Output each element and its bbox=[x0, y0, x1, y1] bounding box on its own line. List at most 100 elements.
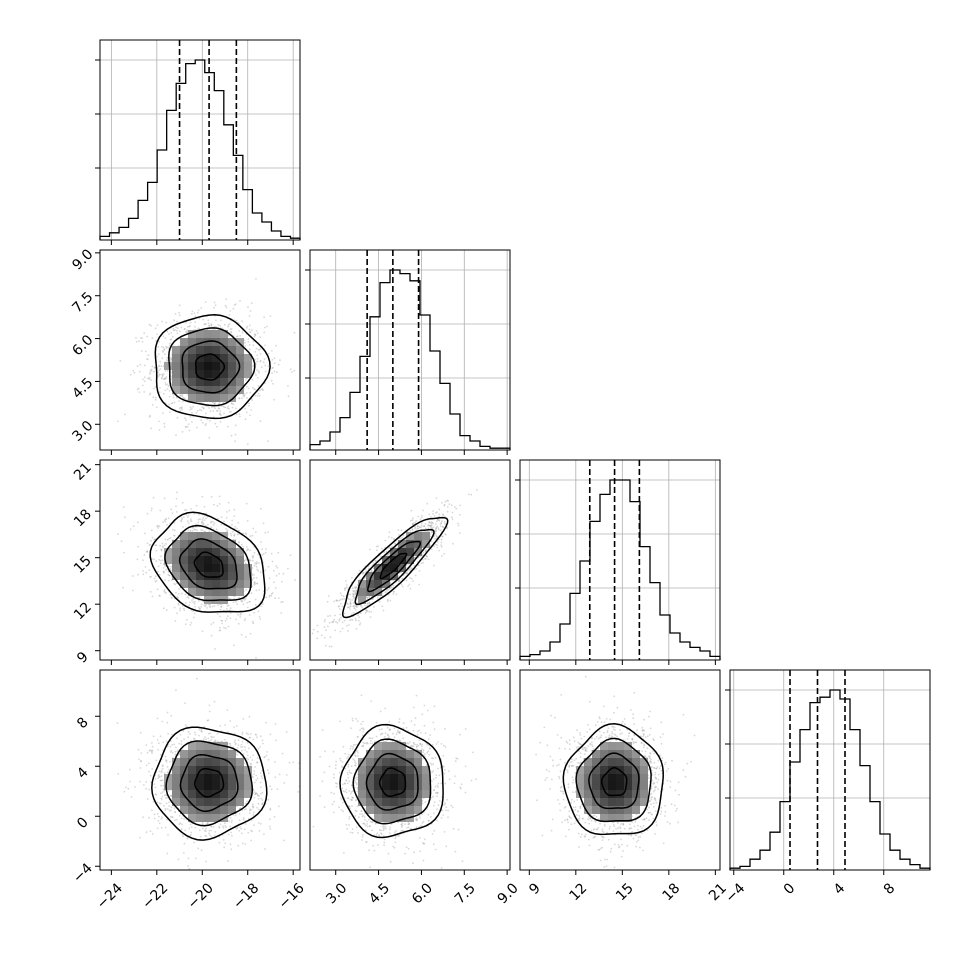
density-cell bbox=[212, 362, 220, 370]
sample-point bbox=[192, 405, 195, 408]
sample-point bbox=[238, 397, 241, 400]
sample-point bbox=[251, 559, 254, 562]
sample-point bbox=[168, 565, 170, 568]
sample-point bbox=[176, 327, 179, 330]
sample-point bbox=[171, 335, 174, 338]
sample-point bbox=[407, 585, 409, 587]
sample-point bbox=[352, 590, 355, 593]
sample-point bbox=[349, 602, 352, 605]
sample-point bbox=[244, 598, 247, 600]
density-cell bbox=[212, 354, 220, 362]
sample-point bbox=[200, 409, 203, 412]
axes-frame bbox=[99, 39, 301, 241]
sample-point bbox=[352, 593, 355, 596]
sample-point bbox=[365, 610, 368, 613]
sample-point bbox=[253, 576, 255, 579]
sample-point bbox=[362, 573, 364, 575]
sample-point bbox=[454, 506, 456, 508]
histogram-step-2 bbox=[519, 479, 721, 660]
density-cell bbox=[180, 532, 188, 540]
sample-point bbox=[229, 611, 232, 614]
sample-point bbox=[143, 364, 146, 367]
sample-point bbox=[362, 571, 365, 574]
sample-point bbox=[168, 395, 171, 398]
density-cell bbox=[236, 548, 244, 556]
sample-point bbox=[409, 519, 412, 522]
sample-point bbox=[154, 385, 157, 388]
sample-point bbox=[169, 338, 172, 341]
density-cell bbox=[204, 346, 212, 354]
sample-point bbox=[218, 407, 221, 410]
sample-point bbox=[441, 520, 443, 522]
density-cell bbox=[188, 580, 196, 588]
sample-point bbox=[358, 569, 361, 572]
sample-point bbox=[339, 608, 341, 610]
sample-point bbox=[373, 606, 375, 608]
sample-point bbox=[435, 527, 438, 530]
density-cell bbox=[204, 572, 212, 580]
sample-point bbox=[232, 601, 235, 604]
sample-point bbox=[216, 504, 219, 507]
sample-point bbox=[430, 524, 433, 527]
sample-point bbox=[270, 552, 273, 555]
density-cell bbox=[228, 354, 236, 362]
sample-point bbox=[227, 625, 230, 628]
panel-2-1 bbox=[309, 459, 511, 661]
sample-point bbox=[446, 527, 448, 530]
sample-point bbox=[402, 534, 405, 537]
sample-point bbox=[161, 345, 163, 348]
density-cell bbox=[164, 362, 172, 370]
axes-frame bbox=[99, 459, 301, 661]
sample-point bbox=[160, 377, 163, 380]
sample-point bbox=[228, 597, 231, 600]
sample-point bbox=[251, 378, 254, 381]
density-cell bbox=[188, 556, 196, 564]
density-cell bbox=[196, 564, 204, 572]
sample-point bbox=[240, 599, 243, 602]
sample-point bbox=[178, 314, 181, 317]
sample-point bbox=[420, 522, 423, 524]
sample-point bbox=[414, 556, 416, 559]
sample-point bbox=[181, 400, 184, 403]
sample-point bbox=[142, 573, 145, 576]
sample-point bbox=[387, 593, 390, 596]
sample-point bbox=[180, 394, 183, 397]
sample-point bbox=[226, 529, 229, 531]
sample-point bbox=[195, 526, 197, 528]
sample-point bbox=[238, 541, 240, 543]
sample-point bbox=[336, 599, 339, 602]
sample-point bbox=[364, 612, 367, 614]
sample-point bbox=[123, 551, 125, 554]
sample-point bbox=[161, 559, 164, 562]
sample-point bbox=[242, 603, 245, 606]
density-cell bbox=[204, 362, 212, 370]
sample-point bbox=[209, 603, 211, 606]
density-cell bbox=[196, 370, 204, 378]
sample-point bbox=[332, 621, 334, 624]
sample-point bbox=[271, 367, 274, 370]
sample-point bbox=[158, 558, 161, 561]
density-cell bbox=[228, 370, 236, 378]
sample-point bbox=[202, 407, 205, 409]
sample-point bbox=[443, 515, 446, 518]
sample-point bbox=[227, 604, 230, 607]
sample-point bbox=[258, 394, 261, 397]
sample-point bbox=[161, 542, 164, 545]
sample-point bbox=[160, 365, 163, 368]
sample-point bbox=[228, 509, 231, 512]
sample-point bbox=[180, 326, 183, 329]
sample-point bbox=[150, 575, 152, 578]
sample-point bbox=[245, 549, 248, 552]
sample-point bbox=[146, 542, 149, 545]
sample-point bbox=[163, 570, 165, 573]
sample-point bbox=[238, 529, 241, 532]
sample-point bbox=[206, 418, 209, 421]
sample-point bbox=[244, 341, 246, 344]
density-cell bbox=[204, 556, 212, 564]
sample-point bbox=[249, 414, 251, 417]
sample-point bbox=[156, 525, 159, 527]
sample-point bbox=[239, 415, 241, 418]
sample-point bbox=[150, 509, 153, 512]
sample-point bbox=[244, 562, 247, 565]
sample-point bbox=[356, 606, 358, 609]
